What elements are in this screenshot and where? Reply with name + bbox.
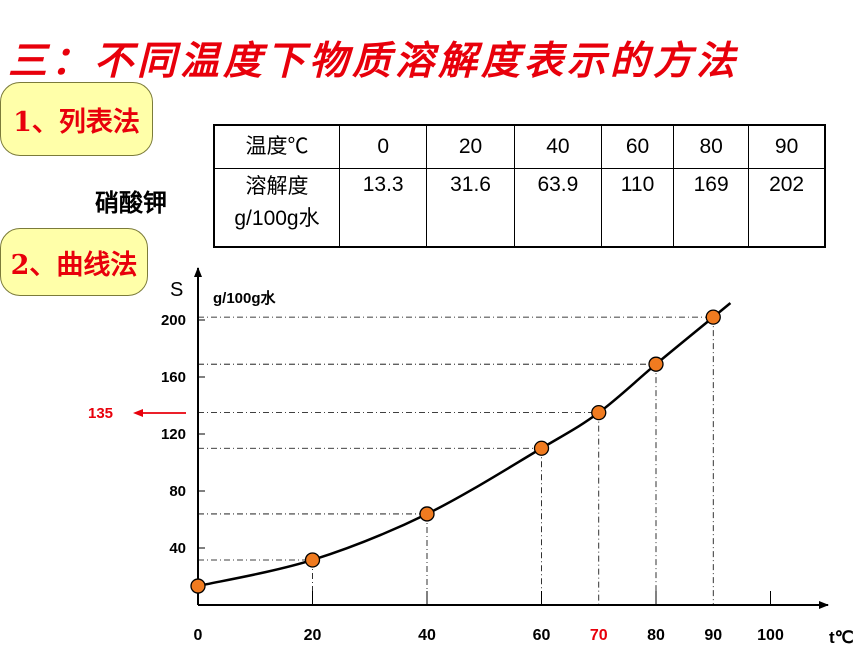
- solubility-header-line1: 溶解度: [245, 175, 309, 198]
- temperature-cell: 40: [513, 124, 603, 169]
- y-tick-label: 40: [169, 540, 186, 557]
- solubility-cell: 13.3: [338, 168, 428, 248]
- solubility-cell: 63.9: [513, 168, 603, 248]
- y-tick-label: 160: [161, 369, 186, 386]
- solubility-cell: 110: [601, 168, 675, 248]
- y-axis-label: S: [170, 279, 183, 301]
- substance-label: 硝酸钾: [95, 189, 167, 217]
- temperature-cell: 90: [748, 124, 826, 169]
- temperature-cell: 60: [601, 124, 675, 169]
- x-axis-label: t℃: [829, 628, 854, 645]
- method-list-label: 1、列表法: [0, 82, 153, 156]
- guide-lines: [198, 316, 714, 605]
- solubility-curve: [197, 302, 732, 588]
- data-point: [533, 440, 550, 456]
- y-axis-unit: g/100g水: [213, 289, 277, 307]
- annotation-label: 135: [88, 405, 113, 422]
- y-tick-label: 200: [161, 312, 186, 329]
- solubility-row: 溶解度 g/100g水 13.3 31.6 63.9 110 169 202: [213, 168, 826, 248]
- data-point: [648, 356, 664, 372]
- solubility-header: 溶解度 g/100g水: [213, 168, 340, 248]
- x-tick-label: 90: [704, 627, 722, 644]
- x-tick-label: 20: [304, 627, 322, 644]
- x-tick-marks: [312, 591, 771, 605]
- x-tick-label: 100: [757, 627, 784, 644]
- x-tick-label: 70: [590, 627, 608, 644]
- x-tick-label: 0: [194, 627, 203, 644]
- page-title: 三：不同温度下物质溶解度表示的方法: [8, 38, 740, 84]
- method-curve-label: 2、曲线法: [0, 228, 148, 296]
- data-point: [304, 552, 321, 568]
- data-point: [591, 404, 607, 421]
- data-point: [419, 506, 435, 522]
- data-point: [705, 309, 721, 325]
- y-tick-label: 80: [169, 483, 186, 500]
- solubility-table: 温度℃ 0 20 40 60 80 90 溶解度 g/100g水 13.3 31.…: [213, 124, 826, 248]
- temperature-cell: 80: [673, 124, 750, 169]
- x-tick-label: 80: [647, 627, 665, 644]
- x-tick-label: 40: [418, 627, 436, 644]
- solubility-header-line2: g/100g水: [234, 207, 320, 230]
- solubility-cell: 202: [748, 168, 826, 248]
- y-tick-labels: 40 80 120 160 200: [161, 312, 186, 557]
- y-tick-marks: [198, 319, 205, 549]
- data-point: [190, 578, 206, 594]
- y-tick-label: 120: [161, 426, 186, 443]
- data-points: [190, 309, 721, 594]
- x-tick-labels: 0 20 40 60 70 80 90 100: [194, 627, 784, 644]
- x-tick-label: 60: [533, 627, 551, 644]
